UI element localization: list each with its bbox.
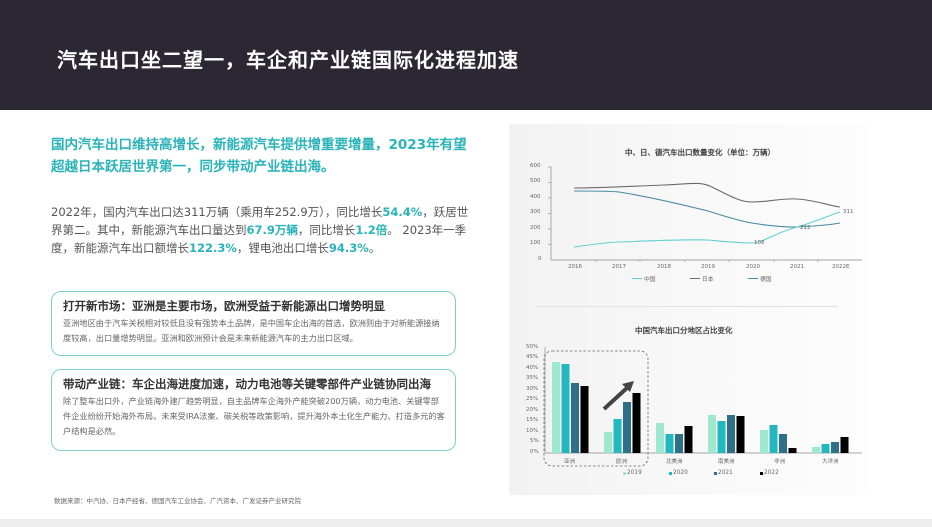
y-tick: 500 <box>530 178 541 184</box>
page-title: 汽车出口坐二望一，车企和产业链国际化进程加速 <box>57 48 519 72</box>
callout-supply-chain: 带动产业链：车企出海进度加速，动力电池等关键零部件产业链协同出海 除了整车出口外… <box>51 369 456 451</box>
highlight-nev-growth: 1.2倍 <box>355 223 388 237</box>
x-tick: 2020 <box>746 264 760 270</box>
y-tick: 50% <box>526 344 539 350</box>
trend-arrow-icon <box>602 381 634 411</box>
legend-2019: 2019 <box>623 470 642 476</box>
data-source-note: 数据来源：中汽协、日本产经省、德国汽车工业协会、广汽资本、广发证券产业研究院 <box>54 497 301 505</box>
legend-label: 日本 <box>702 277 714 283</box>
legend-label: 中国 <box>644 277 656 283</box>
legend-germany: 德国 <box>748 274 772 283</box>
bottom-strip <box>0 519 932 527</box>
y-tick: 0% <box>530 449 539 455</box>
china-line <box>573 211 841 248</box>
header-bar: 汽车出口坐二望一，车企和产业链国际化进程加速 <box>0 0 932 110</box>
x-tick: 2022E <box>832 264 850 270</box>
legend-japan: 日本 <box>690 274 714 283</box>
x-tick: 2021 <box>790 264 804 270</box>
callout-body: 除了整车出口外，产业链海外建厂趋势明显，自主品牌车企海外产能突破200万辆，动力… <box>63 396 445 436</box>
callout-new-markets: 打开新市场：亚洲是主要市场，欧洲受益于新能源出口增势明显 亚洲地区由于汽车关税相… <box>51 291 456 356</box>
china-2022-label: 311 <box>843 209 854 215</box>
y-tick: 200 <box>530 225 541 231</box>
legend-label: 德国 <box>760 277 772 283</box>
y-tick: 25% <box>526 396 539 402</box>
callout-title: 带动产业链：车企出海进度加速，动力电池等关键零部件产业链协同出海 <box>63 377 431 391</box>
lead-summary: 国内汽车出口维持高增长，新能源汽车提供增重要增量，2023年有望超越日本跃居世界… <box>51 137 467 175</box>
y-tick: 40% <box>526 365 539 371</box>
x-tick: 大洋洲 <box>822 459 839 465</box>
legend-2022: 2022 <box>760 470 779 476</box>
x-tick: 非洲 <box>774 459 786 465</box>
y-tick: 5% <box>530 438 539 444</box>
y-tick: 45% <box>526 354 539 360</box>
body-text-1: 2022年，国内汽车出口达311万辆（乘用车252.9万），同比增长 <box>51 205 383 219</box>
y-tick: 600 <box>530 163 541 169</box>
x-tick: 2016 <box>568 264 582 270</box>
body-text-4: 。 2023年一季度，新能源汽车出口额增长 <box>51 223 467 255</box>
body-paragraph: 2022年，国内汽车出口达311万辆（乘用车252.9万），同比增长54.4%，… <box>51 203 471 257</box>
y-tick: 0 <box>538 256 542 262</box>
x-tick: 亚洲 <box>564 459 576 465</box>
x-tick: 2017 <box>612 264 626 270</box>
highlight-growth-rate: 54.4% <box>382 205 423 219</box>
japan-line <box>573 182 841 208</box>
highlight-q1-growth: 122.3% <box>189 241 237 255</box>
y-tick: 30% <box>526 386 539 392</box>
legend-2021: 2021 <box>714 470 733 476</box>
y-tick: 300 <box>530 209 541 215</box>
y-tick: 10% <box>526 428 539 434</box>
china-2020-label: 108 <box>754 240 765 246</box>
highlight-battery-growth: 94.3% <box>328 241 369 255</box>
legend-label: 2020 <box>673 470 688 476</box>
legend-label: 2019 <box>627 470 642 476</box>
highlight-box <box>543 350 649 467</box>
body-text-3: ，同比增长 <box>297 223 356 237</box>
china-2021-label: 212 <box>800 225 811 231</box>
line-chart-title: 中、日、德汽车出口数量变化（单位：万辆） <box>625 148 775 157</box>
y-tick: 15% <box>526 417 539 423</box>
y-tick: 100 <box>530 240 541 246</box>
x-tick: 2018 <box>657 264 671 270</box>
chart-divider <box>537 306 838 307</box>
x-tick: 2019 <box>701 264 715 270</box>
x-tick: 欧洲 <box>616 459 628 465</box>
legend-2020: 2020 <box>669 470 688 476</box>
body-text-6: 。 <box>368 241 381 255</box>
body-text-5: ，锂电池出口增长 <box>236 241 329 255</box>
x-tick: 南美洲 <box>718 459 735 465</box>
callout-body: 亚洲地区由于汽车关税相对较低且没有强势本土品牌，是中国车企出海的首选，欧洲则由于… <box>63 318 440 343</box>
callout-title: 打开新市场：亚洲是主要市场，欧洲受益于新能源出口增势明显 <box>63 299 385 313</box>
x-tick: 北美洲 <box>666 459 683 465</box>
legend-china: 中国 <box>632 274 656 283</box>
legend-label: 2022 <box>764 470 779 476</box>
legend-label: 2021 <box>718 470 733 476</box>
body-text-2: ，跃居世界第二。其中，新能源汽车出口量达到 <box>51 205 469 237</box>
y-tick: 20% <box>526 407 539 413</box>
y-tick: 400 <box>530 194 541 200</box>
highlight-nev-volume: 67.9万辆 <box>246 223 298 237</box>
y-tick: 35% <box>526 375 539 381</box>
bar-chart-title: 中国汽车出口分地区占比变化 <box>635 326 733 335</box>
